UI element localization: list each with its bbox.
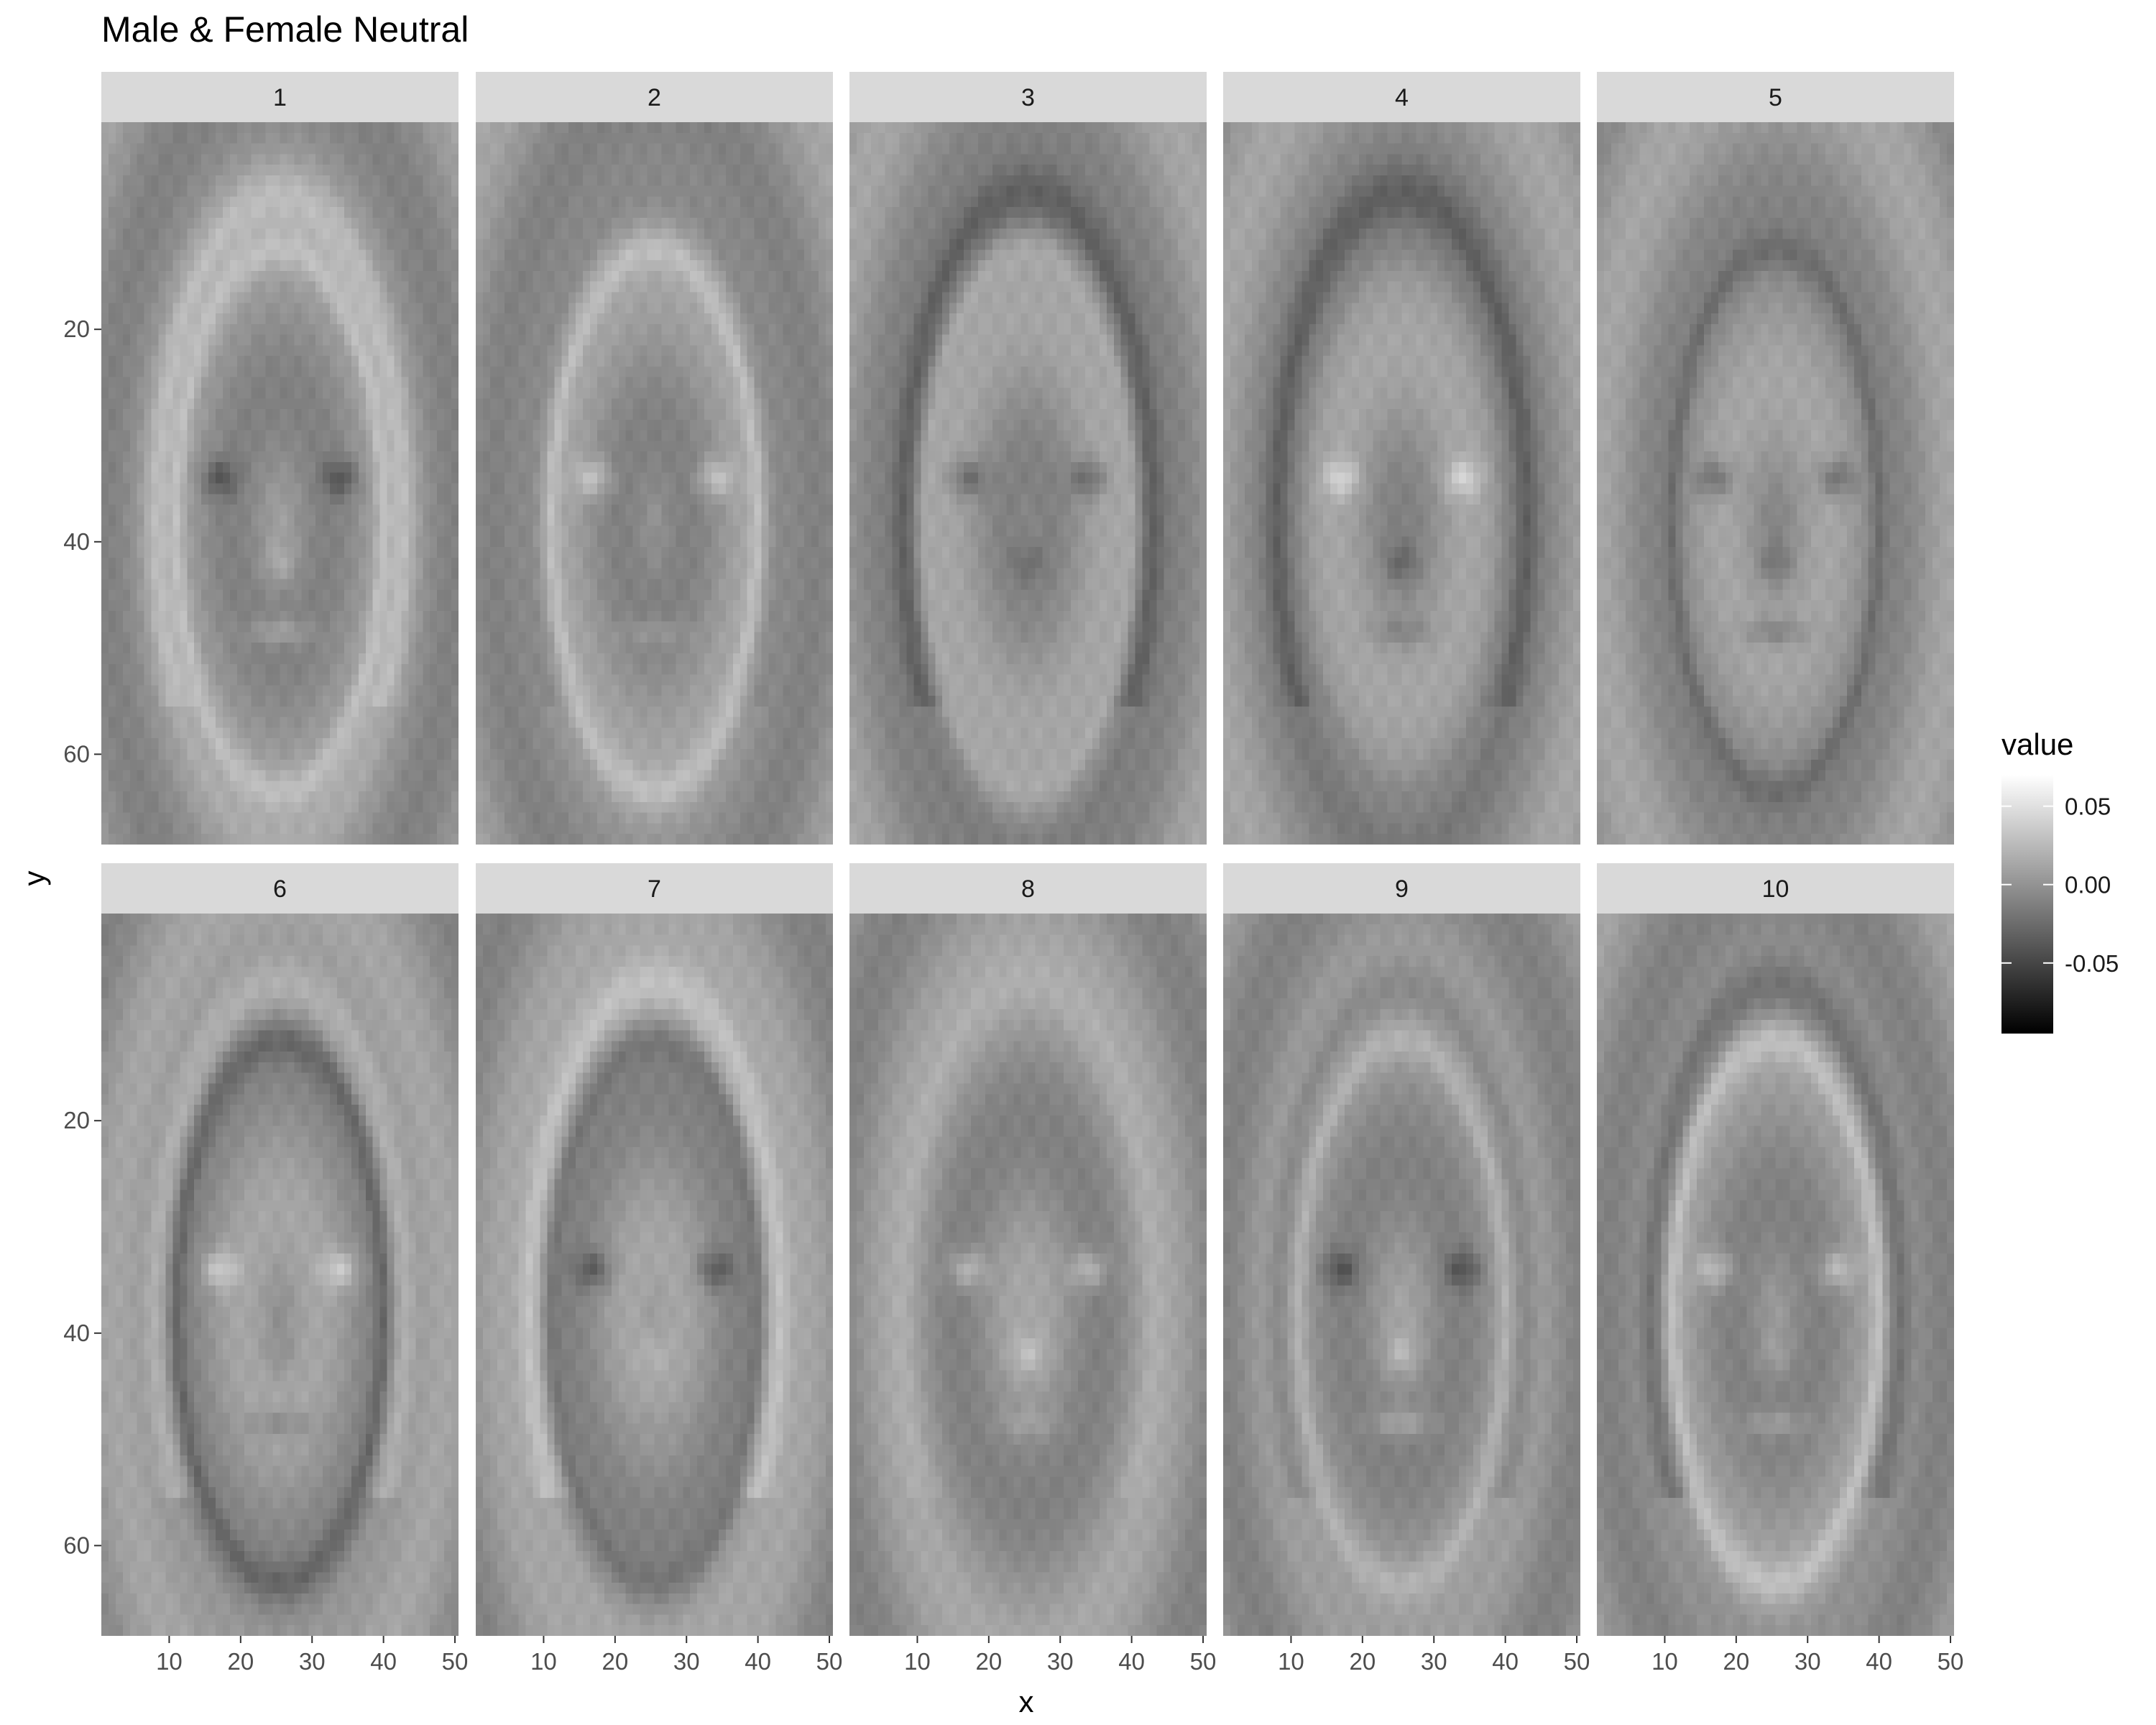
x-axis-title: x: [1019, 1685, 1034, 1719]
y-tick-label: 40: [63, 1320, 90, 1346]
facet-panel: 9: [1223, 863, 1580, 1636]
x-tick-label: 30: [1795, 1648, 1821, 1675]
legend-tick-label: -0.05: [2065, 950, 2119, 977]
facet-label: 6: [273, 875, 287, 903]
facet-panel: 2: [476, 72, 833, 845]
facet-label: 1: [273, 84, 287, 111]
heatmap-tiles: [476, 914, 833, 1636]
facet-panel: 5: [1597, 72, 1954, 845]
x-tick-label: 10: [530, 1648, 557, 1675]
heatmap-tiles: [1223, 122, 1580, 845]
facet-label: 9: [1395, 875, 1409, 903]
facet-panel: 7: [476, 863, 833, 1636]
y-tick-label: 20: [63, 316, 90, 342]
x-tick-label: 50: [816, 1648, 843, 1675]
y-tick-label: 40: [63, 528, 90, 555]
x-tick-label: 10: [156, 1648, 183, 1675]
legend: value 0.05 0.00 -0.05: [2001, 727, 2119, 1034]
facet-panel: 4: [1223, 72, 1580, 845]
heatmap-tiles: [101, 122, 459, 845]
x-tick-label: 40: [745, 1648, 771, 1675]
y-tick-label: 60: [63, 740, 90, 767]
x-tick-label: 20: [1349, 1648, 1376, 1675]
x-tick-label: 40: [1866, 1648, 1892, 1675]
facet-label: 3: [1021, 84, 1035, 111]
facet-grid: 1 2 3 4 5 6 7 8 9 10: [101, 72, 1954, 1636]
facet-panel: 10: [1597, 863, 1954, 1636]
heatmap-tiles: [476, 122, 833, 845]
x-tick-label: 50: [1190, 1648, 1217, 1675]
y-tick-label: 20: [63, 1107, 90, 1133]
heatmap-tiles: [101, 914, 459, 1636]
x-tick-label: 10: [904, 1648, 931, 1675]
legend-colorbar: [2001, 775, 2053, 1034]
facet-panel: 3: [849, 72, 1207, 845]
x-tick-label: 50: [1564, 1648, 1590, 1675]
y-tick-label: 60: [63, 1532, 90, 1558]
facet-label: 5: [1769, 84, 1782, 111]
facet-label: 2: [648, 84, 661, 111]
facet-label: 4: [1395, 84, 1409, 111]
x-tick-label: 50: [1938, 1648, 1964, 1675]
facet-label: 8: [1021, 875, 1035, 903]
facet-panel: 6: [101, 863, 459, 1636]
heatmap-tiles: [1597, 914, 1954, 1636]
x-tick-label: 30: [673, 1648, 700, 1675]
chart-title: Male & Female Neutral: [101, 9, 469, 50]
heatmap-tiles: [849, 122, 1207, 845]
x-tick-label: 40: [1492, 1648, 1519, 1675]
x-tick-label: 20: [602, 1648, 628, 1675]
heatmap-tiles: [1597, 122, 1954, 845]
legend-title: value: [2001, 727, 2073, 761]
heatmap-tiles: [849, 914, 1207, 1636]
x-tick-label: 40: [370, 1648, 397, 1675]
x-tick-label: 20: [227, 1648, 254, 1675]
facet-panel: 1: [101, 72, 459, 845]
facet-label: 7: [648, 875, 661, 903]
x-tick-label: 20: [1723, 1648, 1749, 1675]
y-axes: 20 40 60 20 40 60: [63, 316, 101, 1558]
x-tick-label: 30: [299, 1648, 326, 1675]
heatmap-tiles: [1223, 914, 1580, 1636]
x-tick-label: 10: [1278, 1648, 1304, 1675]
x-tick-label: 20: [975, 1648, 1002, 1675]
facet-label: 10: [1762, 875, 1789, 903]
facet-panel: 8: [849, 863, 1207, 1636]
legend-tick-label: 0.05: [2065, 794, 2111, 820]
x-tick-label: 30: [1047, 1648, 1074, 1675]
x-tick-label: 50: [442, 1648, 469, 1675]
y-axis-title: y: [17, 871, 51, 886]
x-tick-label: 40: [1118, 1648, 1145, 1675]
x-tick-label: 10: [1651, 1648, 1678, 1675]
x-tick-label: 30: [1421, 1648, 1447, 1675]
legend-tick-label: 0.00: [2065, 872, 2111, 898]
x-axes: 10 20 30 40 50 10 20 30 40 50 10 20 30 40 50 10 20 30 40 50…: [156, 1636, 1963, 1675]
